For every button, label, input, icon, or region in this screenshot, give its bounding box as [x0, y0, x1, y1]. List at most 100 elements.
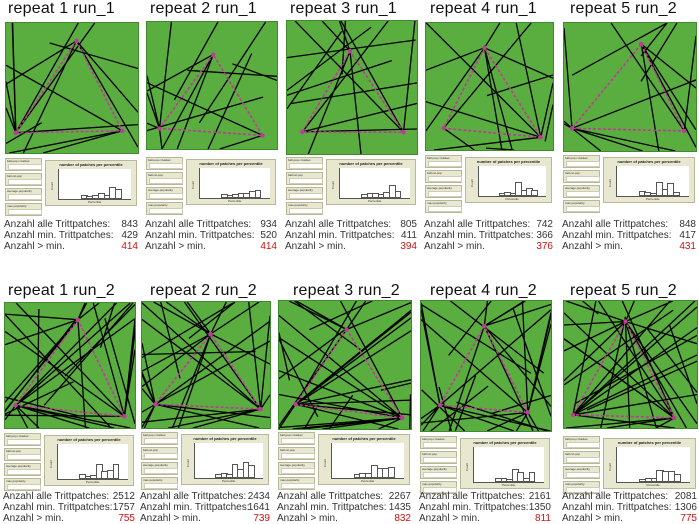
target-node	[623, 319, 628, 324]
monitor-label: ball-pop-r-basket	[148, 158, 171, 162]
stat-all-row: Anzahl alle Trittpatches: 742	[424, 219, 553, 230]
target-node	[672, 415, 677, 421]
trail-line	[640, 43, 696, 89]
monitor-value-box	[144, 483, 178, 489]
histogram-bar	[528, 472, 536, 482]
trail-line	[307, 50, 351, 154]
monitor-widget: max-popularity	[563, 481, 600, 494]
trail-line	[142, 372, 156, 405]
plot-area	[339, 168, 410, 199]
trail-line	[339, 301, 403, 419]
stat-min-label: Anzahl min. Trittpatches:	[3, 502, 113, 513]
stat-all-value: 805	[400, 219, 417, 230]
plot-x-label: Percentile	[646, 483, 660, 487]
world-view[interactable]	[146, 21, 278, 150]
monitor-value-box	[423, 457, 457, 463]
trail-line	[77, 303, 88, 321]
monitor-label: ball-rel-pop	[148, 173, 164, 177]
trail-line	[433, 136, 541, 150]
monitor-widget: ball-pop-r-basket	[141, 432, 178, 445]
target-node	[639, 41, 644, 47]
monitor-value-box	[144, 438, 178, 444]
interface-widgets: ball-pop-r-basket ball-rel-pop average-pop…	[286, 157, 416, 215]
monitor-label: average-popularity	[427, 186, 452, 190]
monitor-label: max-popularity	[422, 482, 442, 486]
main-path-triangle	[570, 42, 686, 132]
world-view[interactable]	[141, 301, 271, 429]
monitor-label: ball-pop-r-basket	[6, 434, 29, 438]
trail-line	[521, 301, 529, 413]
monitor-widget: ball-rel-pop	[563, 170, 600, 183]
monitor-widget: ball-rel-pop	[563, 451, 600, 464]
stat-all-label: Anzahl alle Trittpatches:	[562, 219, 669, 230]
world-view[interactable]	[563, 22, 697, 152]
target-node	[211, 52, 216, 57]
monitor-label: average-popularity	[288, 188, 313, 192]
histogram-bar	[517, 471, 525, 482]
stat-more-label: Anzahl > min.	[277, 513, 338, 524]
stat-min-row: Anzahl min. Trittpatches: 1641	[140, 502, 270, 513]
plot-title: number of patches per percentile	[193, 436, 257, 441]
trail-line	[147, 75, 161, 129]
plot-y-label: Count	[608, 462, 613, 471]
main-path-triangle	[294, 328, 404, 420]
histogram-bar	[115, 189, 123, 199]
world-view[interactable]	[4, 302, 136, 429]
panel-title: repeat 5 run_2	[570, 0, 677, 17]
trail-drawing	[147, 22, 277, 149]
monitor-label: max-popularity	[427, 201, 447, 205]
target-node	[208, 331, 213, 337]
trail-line	[610, 23, 685, 132]
target-node	[157, 126, 162, 131]
monitor-label: max-popularity	[565, 482, 585, 486]
patch-stats: Anzahl alle Trittpatches: 2434 Anzahl min.…	[140, 491, 270, 524]
monitor-stack: ball-pop-r-basket ball-rel-pop average-pop…	[425, 155, 462, 215]
target-node	[482, 323, 487, 329]
trail-line	[380, 382, 411, 391]
stat-more-label: Anzahl > min.	[4, 241, 65, 252]
trail-line	[147, 54, 214, 92]
stat-min-row: Anzahl min. Trittpatches: 366	[424, 230, 553, 241]
trail-line	[260, 394, 270, 410]
main-path-triangle	[571, 319, 676, 419]
world-view[interactable]	[5, 22, 139, 154]
trail-line	[572, 414, 675, 428]
target-node	[258, 406, 263, 412]
trail-line	[43, 303, 134, 406]
stat-min-label: Anzahl min. Trittpatches:	[277, 502, 387, 513]
world-view[interactable]	[286, 20, 418, 155]
monitor-stack: ball-pop-r-basket ball-rel-pop average-pop…	[146, 157, 183, 217]
world-view[interactable]	[420, 300, 552, 432]
world-view[interactable]	[563, 300, 698, 429]
stat-min-label: Anzahl min. Trittpatches:	[4, 230, 114, 241]
monitor-label: ball-rel-pop	[143, 448, 159, 452]
monitor-value-box	[149, 178, 183, 184]
monitor-value-box	[289, 193, 323, 199]
trail-line	[564, 338, 675, 419]
monitor-label: average-popularity	[143, 463, 168, 467]
trail-line	[349, 51, 362, 154]
trail-line	[640, 23, 678, 82]
stat-more-row: Anzahl > min. 394	[285, 241, 417, 252]
trail-line	[6, 81, 17, 133]
monitor-label: average-popularity	[565, 467, 590, 471]
trail-line	[15, 318, 135, 406]
trail-line	[621, 301, 675, 419]
monitor-label: ball-rel-pop	[422, 452, 438, 456]
trail-line	[443, 23, 532, 129]
trail-line	[341, 21, 347, 75]
world-view[interactable]	[278, 300, 412, 430]
trail-line	[207, 53, 253, 149]
trail-line	[5, 313, 78, 321]
world-view[interactable]	[425, 22, 554, 151]
plot-x-label: Percentile	[228, 199, 242, 203]
stat-all-label: Anzahl alle Trittpatches:	[3, 491, 110, 502]
trail-line	[177, 333, 212, 428]
monitor-stack: ball-pop-r-basket ball-rel-pop average-pop…	[4, 433, 41, 493]
target-node	[347, 48, 353, 54]
trail-line	[171, 333, 212, 428]
monitor-widget: ball-rel-pop	[425, 170, 462, 183]
target-node	[682, 128, 687, 134]
panel-title: repeat 2 run_1	[150, 0, 257, 17]
percentile-plot: number of patches per percentile Percenti…	[603, 438, 696, 489]
